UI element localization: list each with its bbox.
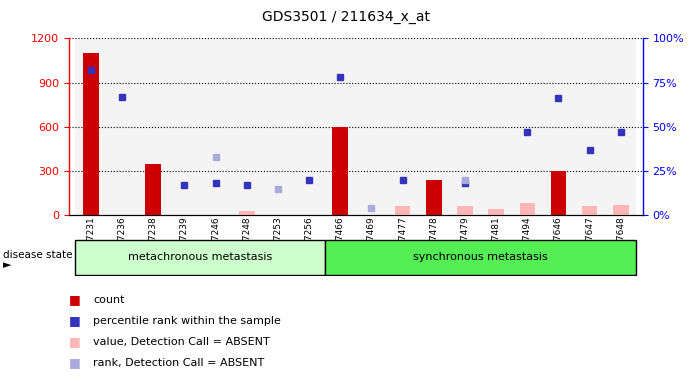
- Bar: [426, 203, 442, 215]
- Bar: [75, 38, 106, 215]
- Bar: [605, 38, 636, 215]
- Text: rank, Detection Call = ABSENT: rank, Detection Call = ABSENT: [93, 358, 265, 368]
- Bar: [294, 38, 325, 215]
- Bar: [395, 206, 410, 215]
- Text: ■: ■: [69, 356, 81, 369]
- Bar: [582, 206, 598, 215]
- Bar: [426, 180, 442, 215]
- Text: synchronous metastasis: synchronous metastasis: [413, 252, 548, 262]
- Bar: [613, 205, 629, 215]
- Bar: [231, 38, 263, 215]
- Text: value, Detection Call = ABSENT: value, Detection Call = ABSENT: [93, 337, 270, 347]
- Bar: [325, 240, 636, 275]
- Bar: [551, 171, 566, 215]
- Bar: [574, 38, 605, 215]
- Text: ►: ►: [3, 260, 12, 270]
- Text: ■: ■: [69, 335, 81, 348]
- Text: GDS3501 / 211634_x_at: GDS3501 / 211634_x_at: [261, 10, 430, 23]
- Bar: [480, 38, 512, 215]
- Text: ■: ■: [69, 293, 81, 306]
- Bar: [83, 53, 99, 215]
- Bar: [489, 209, 504, 215]
- Bar: [387, 38, 418, 215]
- Text: percentile rank within the sample: percentile rank within the sample: [93, 316, 281, 326]
- Text: ■: ■: [69, 314, 81, 327]
- Text: metachronous metastasis: metachronous metastasis: [128, 252, 272, 262]
- Bar: [169, 38, 200, 215]
- Bar: [75, 240, 325, 275]
- Text: count: count: [93, 295, 125, 305]
- Bar: [332, 127, 348, 215]
- Bar: [356, 38, 387, 215]
- Bar: [138, 38, 169, 215]
- Bar: [520, 203, 535, 215]
- Bar: [146, 164, 161, 215]
- Bar: [263, 38, 294, 215]
- Bar: [418, 38, 449, 215]
- Bar: [449, 38, 480, 215]
- Text: disease state: disease state: [3, 250, 73, 260]
- Bar: [200, 38, 231, 215]
- Bar: [325, 38, 356, 215]
- Bar: [457, 206, 473, 215]
- Bar: [543, 38, 574, 215]
- Bar: [106, 38, 138, 215]
- Bar: [512, 38, 543, 215]
- Bar: [239, 210, 254, 215]
